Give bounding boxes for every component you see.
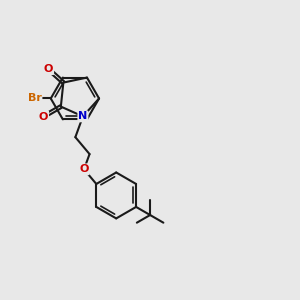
Text: Br: Br	[28, 94, 41, 103]
Text: O: O	[44, 64, 53, 74]
Text: O: O	[39, 112, 48, 122]
Text: O: O	[79, 164, 89, 174]
Text: N: N	[78, 111, 88, 122]
